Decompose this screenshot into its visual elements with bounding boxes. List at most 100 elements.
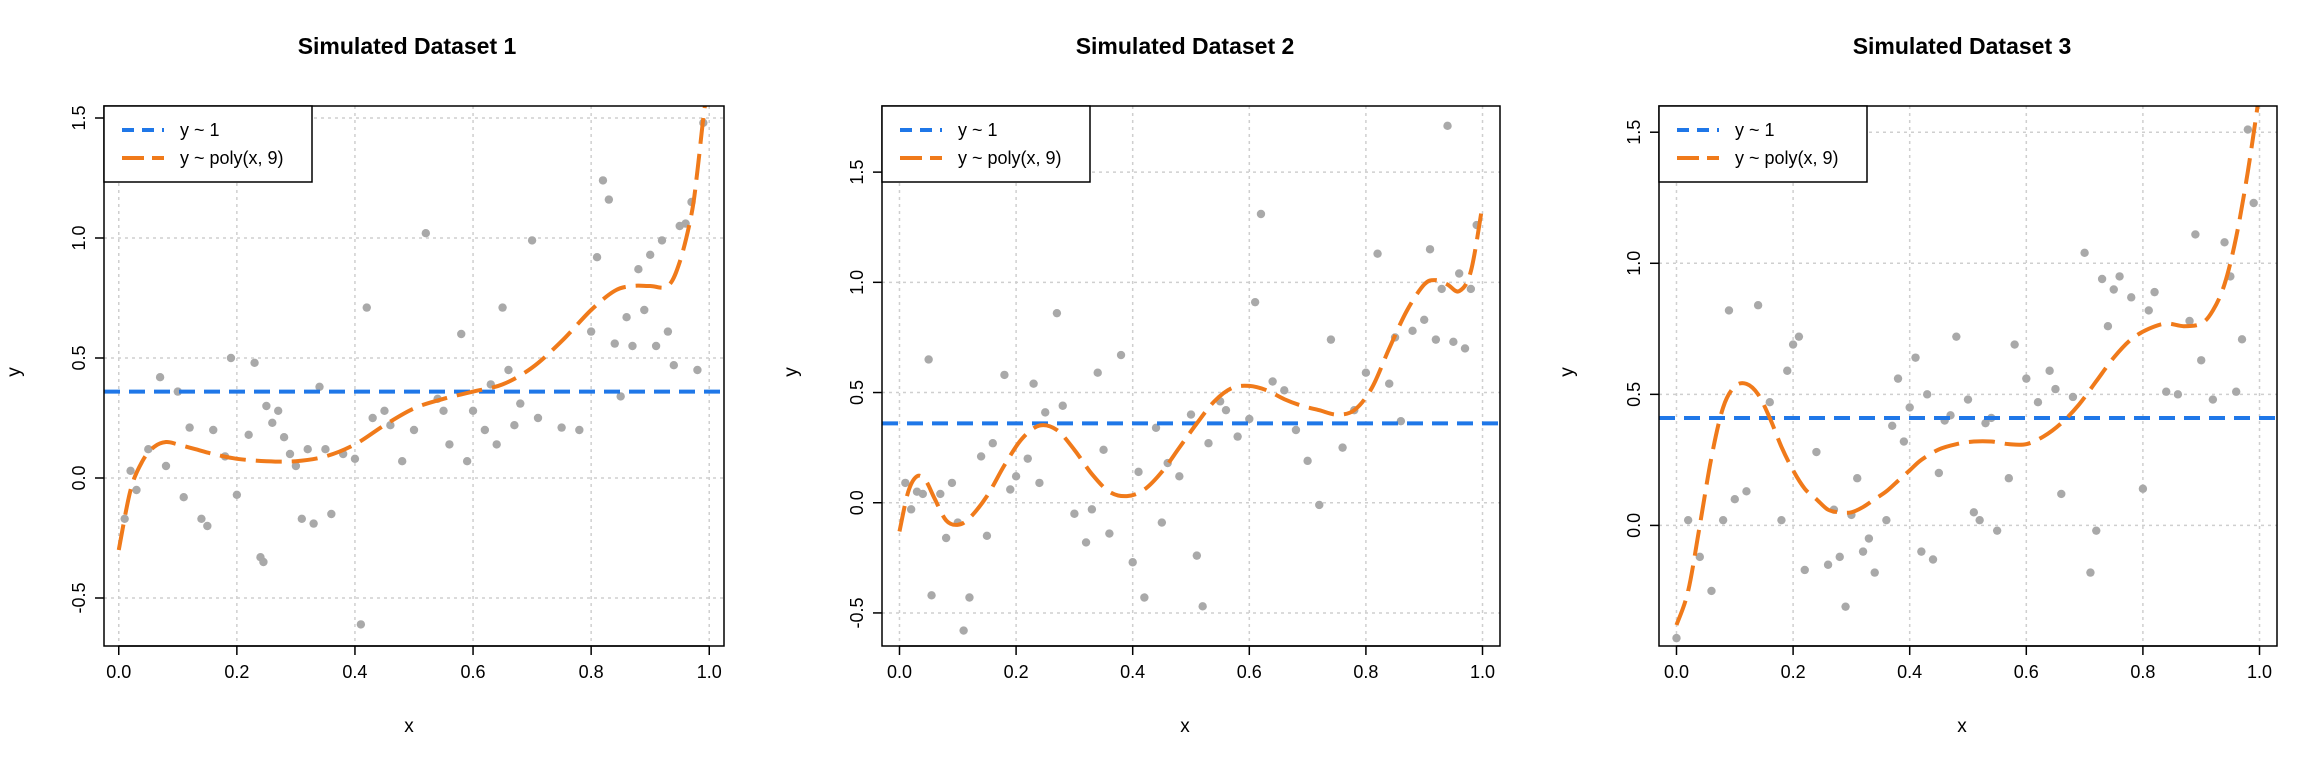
y-axis-label: y bbox=[4, 367, 25, 377]
data-point bbox=[1466, 284, 1476, 294]
data-point bbox=[356, 620, 366, 629]
data-point bbox=[1233, 432, 1242, 441]
data-point bbox=[1707, 586, 1716, 596]
y-tick-label: 0.5 bbox=[69, 345, 89, 370]
x-tick-label: 0.4 bbox=[1897, 662, 1922, 682]
data-point bbox=[1934, 468, 1944, 478]
data-point bbox=[120, 514, 129, 523]
data-point bbox=[327, 509, 336, 519]
data-point bbox=[927, 591, 936, 600]
data-point bbox=[1303, 456, 1312, 466]
legend-box bbox=[881, 105, 1091, 183]
data-point bbox=[947, 478, 957, 488]
y-axis-label: y bbox=[1557, 367, 1578, 377]
grid bbox=[882, 106, 1500, 646]
data-point bbox=[1011, 472, 1021, 481]
data-point bbox=[226, 353, 236, 363]
data-point bbox=[315, 382, 324, 391]
data-point bbox=[1911, 353, 1920, 362]
poly-fit-curve bbox=[897, 204, 1485, 532]
data-point bbox=[1800, 565, 1809, 575]
data-point bbox=[2004, 474, 2014, 483]
data-point bbox=[126, 466, 135, 475]
legend: y ~ 1 y ~ poly(x, 9) bbox=[1658, 105, 1868, 183]
data-point bbox=[2092, 526, 2101, 535]
data-point bbox=[1460, 344, 1470, 353]
data-point bbox=[1724, 306, 1734, 315]
data-point bbox=[1425, 245, 1435, 254]
data-point bbox=[1788, 340, 1798, 349]
data-point bbox=[1052, 308, 1062, 318]
data-point bbox=[1221, 405, 1231, 415]
data-point bbox=[1140, 593, 1149, 602]
data-point bbox=[179, 493, 188, 502]
chart-title: Simulated Dataset 3 bbox=[1853, 33, 2072, 59]
data-point bbox=[640, 305, 649, 315]
data-points bbox=[120, 118, 708, 629]
data-point bbox=[2022, 374, 2031, 383]
data-point bbox=[368, 413, 377, 423]
data-point bbox=[1431, 335, 1441, 344]
data-point bbox=[2220, 238, 2229, 247]
data-point bbox=[262, 401, 271, 411]
x-tick-label: 0.8 bbox=[1353, 662, 1378, 682]
data-point bbox=[1454, 269, 1464, 278]
data-point bbox=[273, 406, 283, 415]
data-point bbox=[1420, 315, 1429, 324]
data-point bbox=[1315, 500, 1324, 510]
data-point bbox=[901, 478, 910, 488]
data-point bbox=[1280, 386, 1289, 395]
data-point bbox=[1128, 558, 1137, 567]
data-point bbox=[1087, 505, 1097, 514]
data-point bbox=[1858, 547, 1868, 556]
data-point bbox=[1905, 403, 1914, 412]
y-tick-label: 1.0 bbox=[847, 270, 867, 295]
legend-label-poly: y ~ poly(x, 9) bbox=[958, 148, 1062, 168]
data-point bbox=[1928, 555, 1938, 564]
data-point bbox=[439, 406, 448, 415]
data-point bbox=[1081, 538, 1091, 547]
data-point bbox=[1812, 447, 1821, 457]
legend-box bbox=[1658, 105, 1868, 183]
x-tick-label: 0.4 bbox=[1120, 662, 1145, 682]
data-point bbox=[1256, 209, 1266, 219]
x-axis-label: x bbox=[1957, 716, 1967, 737]
data-point bbox=[1888, 421, 1897, 431]
data-point bbox=[2150, 287, 2159, 297]
data-point bbox=[628, 341, 637, 351]
data-point bbox=[1683, 515, 1693, 525]
panel-dataset-3: Simulated Dataset 3 x y 0.0 0.2 0.4 0.6 0.8 1… bbox=[1557, 33, 2278, 737]
data-point bbox=[1175, 472, 1184, 481]
data-point bbox=[1099, 445, 1108, 455]
data-point bbox=[457, 329, 466, 339]
data-point bbox=[1975, 515, 1984, 525]
data-point bbox=[2103, 321, 2113, 331]
data-point bbox=[197, 514, 206, 523]
data-point bbox=[557, 423, 566, 432]
y-tick-label: 0.0 bbox=[69, 465, 89, 490]
data-point bbox=[1326, 335, 1336, 344]
data-point bbox=[586, 327, 596, 336]
x-tick-label: 0.6 bbox=[2014, 662, 2039, 682]
y-tick-label: 1.5 bbox=[847, 160, 867, 185]
data-point bbox=[244, 430, 253, 439]
data-point bbox=[2231, 387, 2241, 396]
data-point bbox=[2144, 306, 2153, 315]
data-point bbox=[1186, 410, 1196, 419]
data-point bbox=[651, 341, 661, 351]
data-point bbox=[362, 303, 371, 312]
x-tick-label: 0.6 bbox=[1237, 662, 1262, 682]
data-point bbox=[2249, 198, 2258, 208]
data-point bbox=[1952, 332, 1961, 341]
y-tick-label: 0.5 bbox=[847, 380, 867, 405]
data-point bbox=[1385, 379, 1394, 388]
data-point bbox=[575, 425, 584, 435]
data-point bbox=[232, 490, 242, 499]
y-tick-label: 0.0 bbox=[1624, 513, 1644, 538]
poly-fit-curve bbox=[116, 106, 707, 551]
data-point bbox=[693, 365, 702, 375]
data-point bbox=[1718, 515, 1728, 525]
data-point bbox=[2068, 392, 2078, 402]
x-tick-label: 0.8 bbox=[579, 662, 604, 682]
